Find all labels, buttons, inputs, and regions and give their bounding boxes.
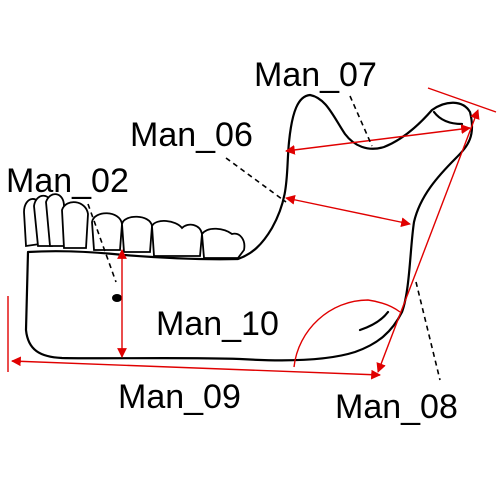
label-man-06: Man_06 [130,116,253,154]
mental-foramen [112,294,122,302]
label-man-07: Man_07 [254,56,377,94]
label-man-10: Man_10 [156,305,279,343]
measurements [7,87,497,380]
coronoid-inner-line [432,110,464,126]
man-10-arc [293,299,401,368]
molar-2 [201,227,246,259]
ramus-top-tangent [427,87,497,113]
man-08-line [376,109,480,373]
man-02-leader [87,203,117,283]
man-09-line [11,356,381,380]
label-man-02: Man_02 [6,162,129,200]
label-man-09: Man_09 [118,378,241,416]
premolar-1 [91,212,123,251]
premolar-2 [121,215,153,253]
label-man-08: Man_08 [335,388,458,426]
canine [61,201,89,249]
molar-1 [151,220,203,257]
man-07-leader [349,95,373,147]
leader-lines [87,95,441,381]
man-06-leader [225,157,287,203]
mandibular-notch-shading [358,310,390,332]
man-08-leader [415,281,441,381]
teeth [23,193,246,259]
incisor-3 [45,193,65,247]
man-06-line [285,195,411,227]
